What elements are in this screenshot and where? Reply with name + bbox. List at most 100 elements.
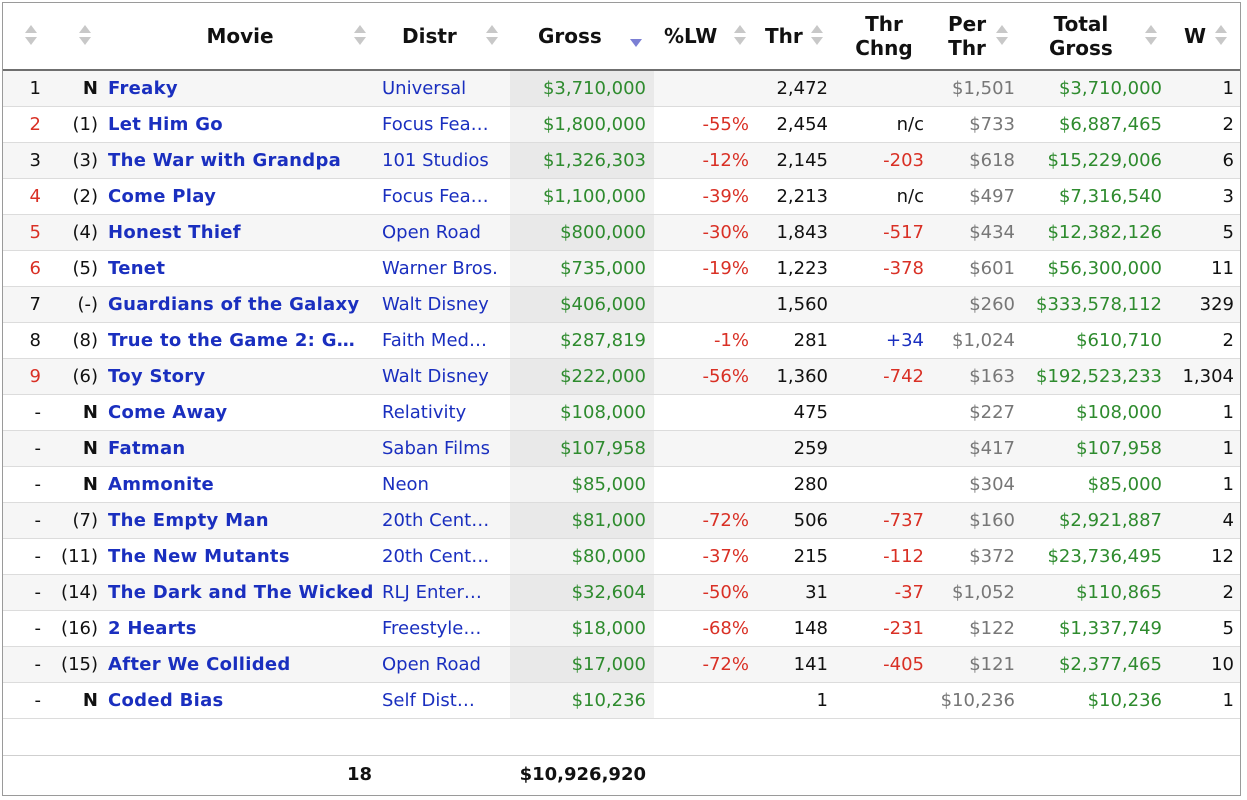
distributor-link[interactable]: 101 Studios [378,142,510,179]
movie-link[interactable]: Come Play [102,178,378,215]
sort-descending-icon [630,25,642,47]
col-header-thr[interactable]: Thr [759,3,834,71]
movie-link[interactable]: Come Away [102,394,378,431]
movie-link[interactable]: The New Mutants [102,538,378,575]
total-gross-cell: $10,236 [1025,682,1170,719]
movie-link[interactable]: Honest Thief [102,214,378,251]
distributor-link[interactable]: Walt Disney [378,286,510,323]
per-theater-cell: $227 [934,394,1025,431]
distributor-link[interactable]: Open Road [378,646,510,683]
prev-rank-cell: (3) [47,142,102,179]
prev-rank-cell: N [47,682,102,719]
col-header-weeks[interactable]: W [1170,3,1240,71]
col-header-total-gross[interactable]: Total Gross [1025,3,1170,71]
theater-change-cell: -37 [834,574,934,611]
distributor-link[interactable]: RLJ Enter… [378,574,510,611]
movie-link[interactable]: 2 Hearts [102,610,378,647]
total-gross-cell: $2,921,887 [1025,502,1170,539]
total-gross-cell: $1,337,749 [1025,610,1170,647]
pct-last-week-cell: -37% [654,538,759,575]
gross-cell: $3,710,000 [510,70,654,107]
table-body: 1 N Freaky Universal $3,710,000 2,472 $1,501 $3… [3,70,1240,719]
distributor-link[interactable]: Open Road [378,214,510,251]
total-gross-cell: $192,523,233 [1025,358,1170,395]
col-header-gross[interactable]: Gross [510,3,654,71]
pct-last-week-cell [654,682,759,719]
movie-link[interactable]: Ammonite [102,466,378,503]
col-header-gross-label: Gross [538,24,602,48]
theater-change-cell: n/c [834,106,934,143]
movie-link[interactable]: Fatman [102,430,378,467]
distributor-link[interactable]: Saban Films [378,430,510,467]
col-header-thr-chng[interactable]: Thr Chng [834,3,934,71]
distributor-link[interactable]: Focus Fea… [378,106,510,143]
col-header-distr[interactable]: Distr [378,3,510,71]
table-row: - N Come Away Relativity $108,000 475 $227 $108… [3,394,1240,431]
col-header-prev[interactable] [47,3,102,71]
movie-link[interactable]: The Dark and The Wicked [102,574,378,611]
per-theater-cell: $733 [934,106,1025,143]
theaters-cell: 148 [759,610,834,647]
distributor-link[interactable]: Freestyle… [378,610,510,647]
pct-last-week-cell: -12% [654,142,759,179]
sort-arrows-icon [1145,25,1157,47]
movie-link[interactable]: The War with Grandpa [102,142,378,179]
distributor-link[interactable]: Focus Fea… [378,178,510,215]
movie-link[interactable]: Coded Bias [102,682,378,719]
gross-cell: $1,800,000 [510,106,654,143]
col-header-movie[interactable]: Movie [102,3,378,71]
distributor-link[interactable]: Universal [378,70,510,107]
gross-cell: $18,000 [510,610,654,647]
col-header-per-thr[interactable]: Per Thr [934,3,1025,71]
prev-rank-cell: N [47,466,102,503]
pct-last-week-cell: -1% [654,322,759,359]
per-theater-cell: $121 [934,646,1025,683]
col-header-lw[interactable]: %LW [654,3,759,71]
total-gross-cell: $7,316,540 [1025,178,1170,215]
total-gross-cell: $108,000 [1025,394,1170,431]
movie-link[interactable]: After We Collided [102,646,378,683]
movie-link[interactable]: Let Him Go [102,106,378,143]
pct-last-week-cell [654,466,759,503]
col-header-lw-label: %LW [664,24,718,48]
total-gross-cell: $110,865 [1025,574,1170,611]
totals-row: 18 $10,926,920 [3,755,1240,792]
distributor-link[interactable]: Faith Med… [378,322,510,359]
movie-link[interactable]: The Empty Man [102,502,378,539]
theater-change-cell [834,430,934,467]
movie-link[interactable]: Guardians of the Galaxy [102,286,378,323]
distributor-link[interactable]: Neon [378,466,510,503]
rank-cell: 1 [3,70,47,107]
col-header-rank[interactable] [3,3,47,71]
distributor-link[interactable]: Walt Disney [378,358,510,395]
distributor-link[interactable]: 20th Cent… [378,502,510,539]
theater-change-cell: -231 [834,610,934,647]
gross-cell: $17,000 [510,646,654,683]
distributor-link[interactable]: Warner Bros. [378,250,510,287]
distributor-link[interactable]: Self Dist… [378,682,510,719]
movie-link[interactable]: Toy Story [102,358,378,395]
table-row: 9 (6) Toy Story Walt Disney $222,000 -56% 1,36… [3,358,1240,395]
rank-cell: - [3,682,47,719]
prev-rank-cell: (15) [47,646,102,683]
total-gross-cell: $85,000 [1025,466,1170,503]
prev-rank-cell: (11) [47,538,102,575]
theater-change-cell: -742 [834,358,934,395]
distributor-link[interactable]: 20th Cent… [378,538,510,575]
weeks-cell: 1 [1170,70,1240,107]
table-row: - N Ammonite Neon $85,000 280 $304 $85,000 1 [3,466,1240,503]
pct-last-week-cell: -55% [654,106,759,143]
weeks-cell: 3 [1170,178,1240,215]
distributor-link[interactable]: Relativity [378,394,510,431]
movie-link[interactable]: True to the Game 2: G… [102,322,378,359]
pct-last-week-cell: -72% [654,646,759,683]
movie-link[interactable]: Tenet [102,250,378,287]
movie-link[interactable]: Freaky [102,70,378,107]
theaters-cell: 2,213 [759,178,834,215]
gross-cell: $735,000 [510,250,654,287]
theater-change-cell [834,286,934,323]
total-gross-cell: $3,710,000 [1025,70,1170,107]
weeks-cell: 11 [1170,250,1240,287]
col-header-thr-label: Thr [765,24,803,48]
theaters-cell: 506 [759,502,834,539]
